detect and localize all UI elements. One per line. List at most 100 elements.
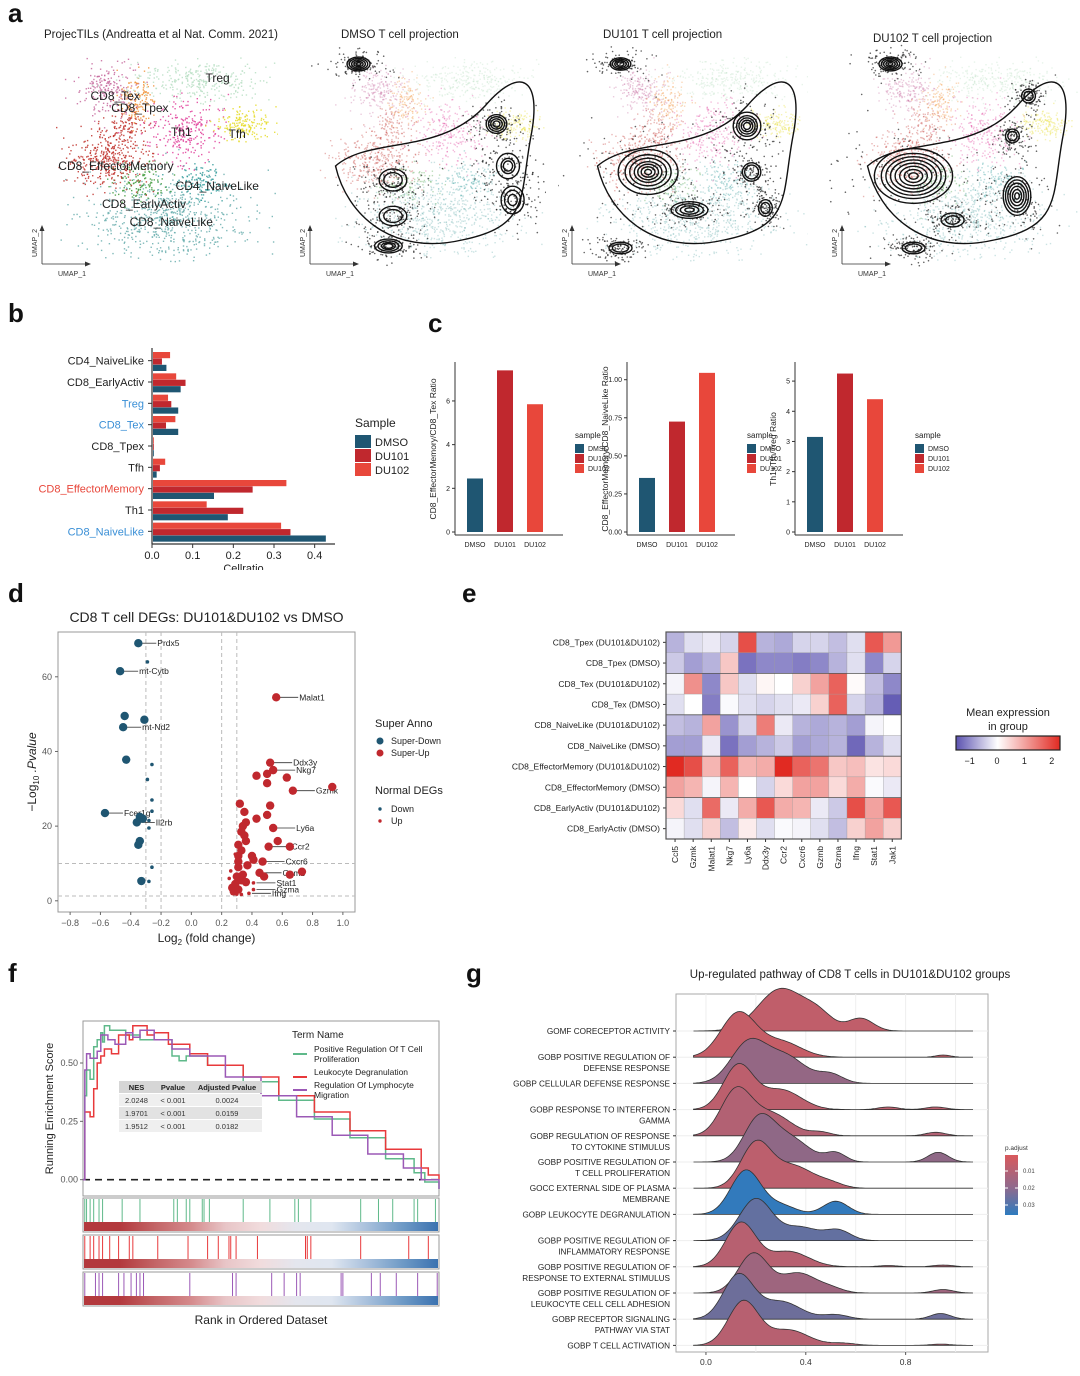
legend-label: Down bbox=[391, 804, 414, 814]
heatmap-cell bbox=[702, 776, 721, 798]
heatmap-cell bbox=[828, 693, 848, 715]
deg-point bbox=[230, 891, 235, 896]
umap-plot-3: DU101 T cell projection UMAP_1 UMAP_2 bbox=[558, 20, 808, 290]
bar-du101 bbox=[153, 465, 160, 472]
gene-label: Nkg7 bbox=[296, 765, 316, 775]
legend-swatch-dmso bbox=[355, 435, 371, 448]
heatmap-cell bbox=[738, 714, 757, 736]
category-label: CD8_Tex bbox=[99, 420, 145, 432]
legend-marker bbox=[376, 737, 384, 745]
column-label: Gzmk bbox=[688, 845, 698, 868]
arrow-right-icon bbox=[615, 261, 621, 267]
x-axis-label: Cellratio bbox=[223, 563, 263, 570]
deg-point bbox=[251, 881, 256, 885]
legend-tick-label: 0.02 bbox=[1023, 1186, 1035, 1192]
deg-point bbox=[145, 660, 150, 664]
heatmap-cell bbox=[702, 673, 721, 695]
contour-line bbox=[940, 212, 965, 228]
umap-canvas: UMAP_1 UMAP_2 bbox=[829, 44, 1078, 278]
contour-line bbox=[732, 111, 762, 141]
heatmap-cell bbox=[720, 776, 739, 798]
x-tick-label: 0.8 bbox=[900, 1357, 912, 1367]
table-header: NES bbox=[129, 1083, 144, 1092]
heatmap-cell bbox=[756, 776, 775, 798]
gene-label: Prdx5 bbox=[157, 638, 179, 648]
x-tick-label: 0.6 bbox=[276, 918, 289, 928]
deg-point bbox=[297, 867, 307, 876]
heatmap-cell bbox=[828, 652, 848, 674]
y-axis-label: Th1+Tfh/Treg Ratio bbox=[768, 412, 778, 486]
umap-x-label: UMAP_1 bbox=[588, 271, 616, 278]
heatmap-cell bbox=[756, 673, 775, 695]
cluster-label: CD8_EarlyActiv bbox=[102, 197, 186, 211]
contour-line bbox=[492, 120, 501, 128]
heatmap-cell bbox=[774, 756, 793, 778]
heatmap-cell bbox=[683, 652, 703, 674]
bar-du101 bbox=[497, 370, 513, 532]
contour-line bbox=[908, 172, 919, 180]
gene-label: Gzmb bbox=[283, 868, 306, 878]
arrow-right-icon bbox=[885, 261, 891, 267]
legend-swatch-du102 bbox=[915, 464, 924, 473]
contour-line bbox=[885, 155, 942, 197]
heatmap-cell bbox=[756, 693, 775, 715]
heatmap-cell bbox=[828, 673, 848, 695]
bar-group-cd8_tpex bbox=[153, 437, 154, 457]
deg-point bbox=[147, 879, 151, 884]
outer-contour bbox=[596, 81, 797, 245]
heatmap-cell bbox=[683, 693, 703, 715]
legend-swatch-du101 bbox=[575, 454, 584, 463]
ridge-density bbox=[693, 1221, 973, 1268]
deg-point bbox=[252, 814, 261, 823]
rank-gradient-bar bbox=[84, 1296, 438, 1305]
bar-group-th1 bbox=[153, 501, 244, 521]
y-tick-label: 4 bbox=[786, 409, 790, 416]
density-contours bbox=[866, 56, 1067, 255]
x-tick-label: 0.0 bbox=[185, 918, 198, 928]
contour-line bbox=[882, 59, 899, 69]
heatmap-cell bbox=[702, 652, 721, 674]
pathway-label: T CELL PROLIFERATION bbox=[575, 1169, 670, 1178]
row-label: CD8_Tpex (DMSO) bbox=[586, 658, 660, 668]
heatmap-cell bbox=[702, 735, 721, 757]
contour-line bbox=[670, 201, 709, 219]
contour-line bbox=[904, 243, 923, 253]
umap-axes bbox=[309, 228, 356, 265]
gene-label: Ifng bbox=[272, 888, 286, 898]
heatmap-cell bbox=[720, 673, 739, 695]
density-contours bbox=[334, 56, 535, 254]
contour-line bbox=[1009, 185, 1025, 207]
umap-points bbox=[856, 56, 1078, 262]
heatmap-cell bbox=[792, 714, 811, 736]
table-cell: 1.9701 bbox=[125, 1109, 148, 1118]
umap-points bbox=[56, 57, 278, 263]
heatmap-cell bbox=[846, 797, 866, 819]
umap-axes bbox=[41, 228, 88, 265]
rank-gradient-bar bbox=[84, 1222, 438, 1231]
deg-point bbox=[234, 885, 243, 894]
pathway-label: TO CYTOKINE STIMULUS bbox=[571, 1143, 670, 1152]
heatmap-cell bbox=[702, 631, 721, 653]
heatmap-cell bbox=[738, 797, 757, 819]
legend-label: DMSO bbox=[588, 446, 610, 453]
bar-du102 bbox=[153, 352, 171, 359]
bar-du102 bbox=[153, 394, 169, 401]
legend-label: DU101 bbox=[588, 456, 610, 463]
bar-group-cd8_naivelike bbox=[153, 522, 326, 542]
contour-line bbox=[744, 164, 760, 180]
heatmap-cell bbox=[883, 714, 902, 736]
umap-plot-4: DU102 T cell projection UMAP_1 UMAP_2 bbox=[828, 20, 1078, 290]
deg-point bbox=[264, 842, 273, 851]
pathway-label: PATHWAY VIA STAT bbox=[595, 1326, 670, 1335]
panel-b-bar-chart: CD4_NaiveLike CD8_EarlyActiv Treg CD8_Tex CD… bbox=[38, 348, 409, 570]
deg-point bbox=[132, 818, 141, 827]
heatmap-cell bbox=[792, 631, 811, 653]
heatmap-cell bbox=[792, 756, 811, 778]
colorbar-tick-label: 1 bbox=[1022, 756, 1027, 766]
legend-marker bbox=[378, 807, 382, 811]
y-tick-label: 0.25 bbox=[608, 491, 622, 498]
heatmap-cell bbox=[683, 756, 703, 778]
deg-point bbox=[268, 765, 278, 775]
umap-y-label: UMAP_2 bbox=[300, 229, 307, 257]
colorbar-title-line2: in group bbox=[988, 721, 1028, 733]
